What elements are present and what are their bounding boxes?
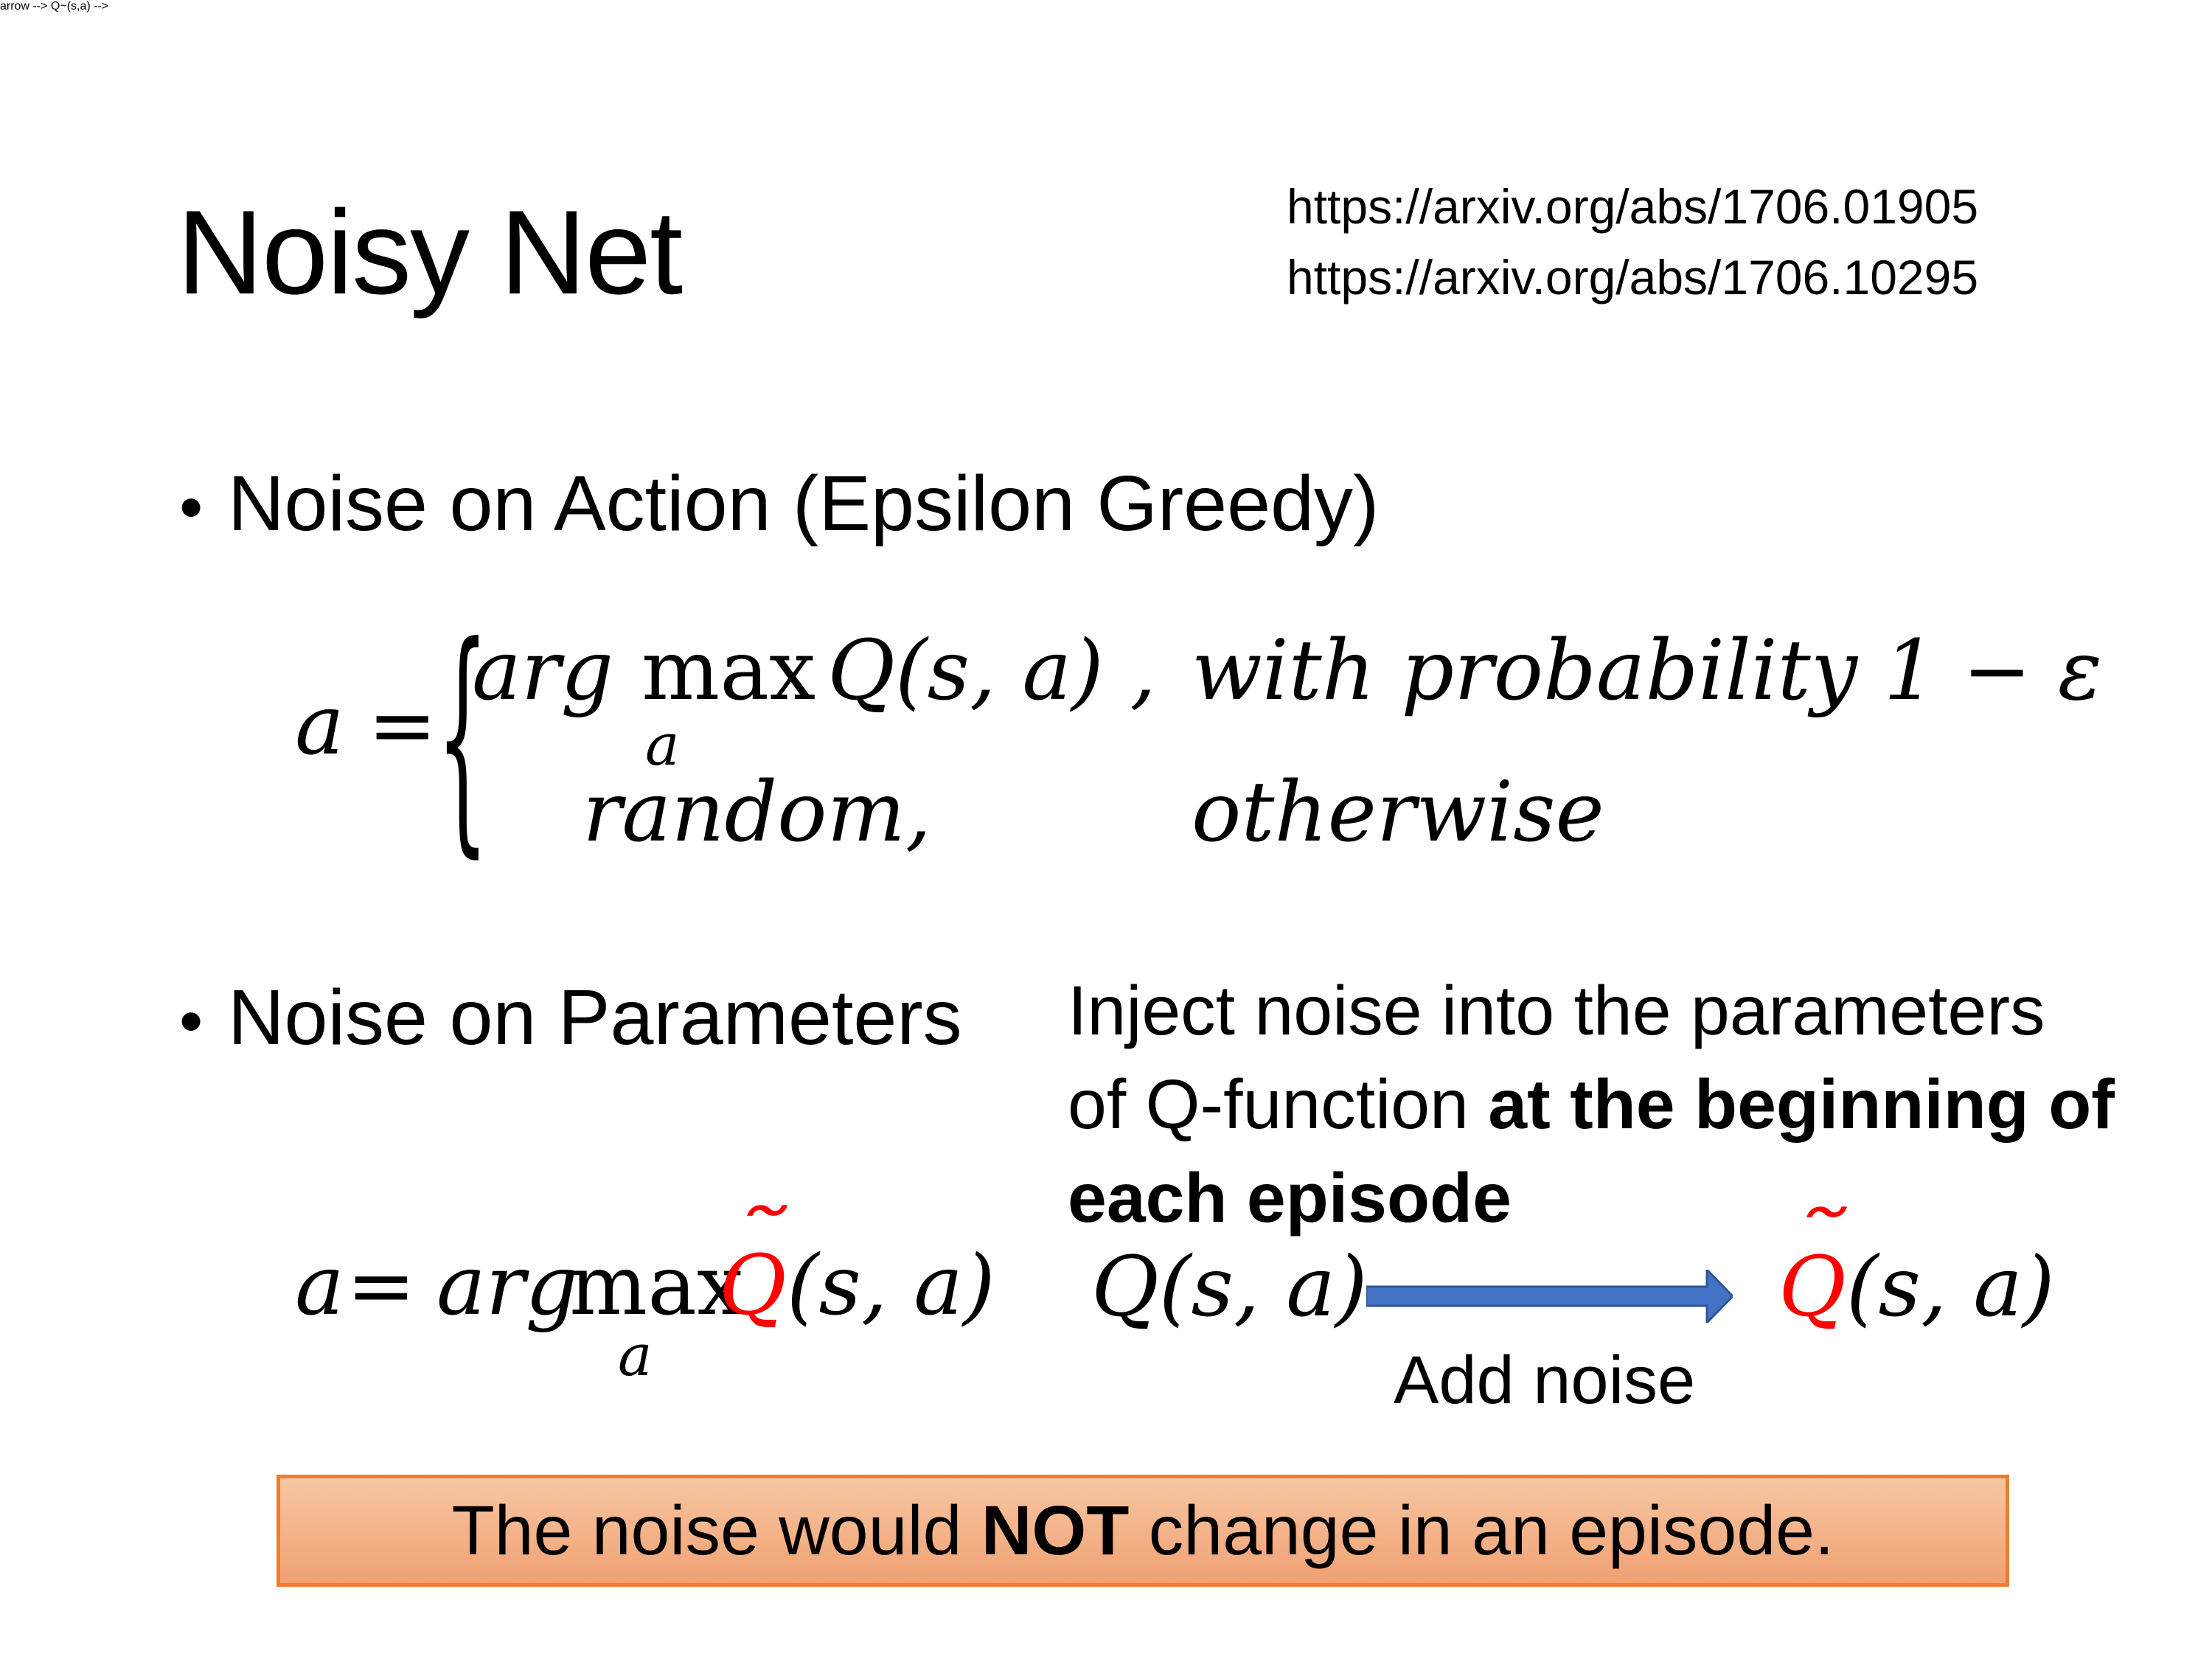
transform-target-q-letter: Q [1778, 1239, 1846, 1335]
eq2-arg: arg [437, 1238, 579, 1334]
eq2-max: max [569, 1238, 744, 1334]
eq2-max-subscript: a [618, 1323, 653, 1389]
eq1-condition-1: with probability 1 − ε [1192, 623, 2103, 719]
arxiv-link-2[interactable]: https://arxiv.org/abs/1706.10295 [1287, 250, 1979, 305]
eq2-lhs-var: a [295, 1238, 344, 1334]
arxiv-link-1[interactable]: https://arxiv.org/abs/1706.01905 [1287, 179, 1979, 234]
eq1-lhs-var: a [295, 678, 344, 773]
inject-line-1: Inject noise into the parameters [1068, 964, 2115, 1058]
eq1-max-subscript: a [645, 712, 680, 779]
add-noise-arrow [1366, 1270, 1733, 1323]
inject-line-3: each episode [1068, 1152, 2115, 1245]
eq1-lhs: a = [295, 684, 437, 767]
footer-not-bold: NOT [981, 1491, 1130, 1570]
footer-post: change in an episode. [1129, 1491, 1834, 1570]
eq2-q-letter: Q [719, 1238, 787, 1334]
tilde-accent: ˜ [726, 1194, 785, 1284]
add-noise-label: Add noise [1394, 1343, 1696, 1418]
eq1-arg: arg [472, 623, 614, 719]
inject-line-1-normal: Inject noise into the parameters [1068, 972, 2045, 1050]
bullet-noise-on-action-label: Noise on Action (Epsilon Greedy) [228, 460, 1380, 547]
transform-target-args: (s, a) [1846, 1239, 2055, 1335]
bullet-dot: • [179, 470, 204, 545]
transform-source-q: Q(s, a) [1091, 1239, 1368, 1335]
bullet-noise-on-action: • Noise on Action (Epsilon Greedy) [179, 465, 1379, 543]
page-title: Noisy Net [177, 186, 683, 319]
bullet-noise-on-parameters-label: Noise on Parameters [228, 974, 962, 1061]
eq2-equals: = [347, 1238, 416, 1334]
eq1-q-expression: Q(s, a) , [827, 623, 1157, 719]
inject-line-2-normal: of Q-function [1068, 1065, 1489, 1144]
inject-noise-paragraph: Inject noise into the parameters of Q-fu… [1068, 964, 2115, 1245]
eq1-equals: = [367, 678, 437, 773]
footer-pre: The noise would [451, 1491, 981, 1570]
footer-note-text: The noise would NOT change in an episode… [452, 1495, 1834, 1566]
inject-line-2-bold: at the beginning of [1488, 1065, 2115, 1144]
inject-line-2: of Q-function at the beginning of [1068, 1058, 2115, 1152]
eq1-condition-2: otherwise [1192, 765, 1604, 860]
bullet-noise-on-parameters: • Noise on Parameters [179, 978, 962, 1057]
transform-target-q: Q ˜ (s, a) [1778, 1202, 2055, 1329]
eq1-case2-random: random, [582, 765, 932, 860]
inject-line-3-bold: each episode [1068, 1159, 1512, 1237]
eq2-q-tilde: Q ˜ (s, a) [719, 1200, 995, 1328]
footer-note-box: The noise would NOT change in an episode… [276, 1475, 2009, 1587]
eq2-args: (s, a) [786, 1238, 995, 1334]
eq1-max: max [641, 623, 816, 719]
tilde-accent: ˜ [1786, 1195, 1844, 1285]
bullet-dot: • [179, 984, 204, 1059]
eq1-curly-brace: { [437, 594, 489, 879]
eq1-case1: arg max Q(s, a) , [472, 630, 1156, 712]
add-noise-arrow-shape [1366, 1270, 1733, 1323]
reference-links: https://arxiv.org/abs/1706.01905 https:/… [1287, 171, 1978, 313]
